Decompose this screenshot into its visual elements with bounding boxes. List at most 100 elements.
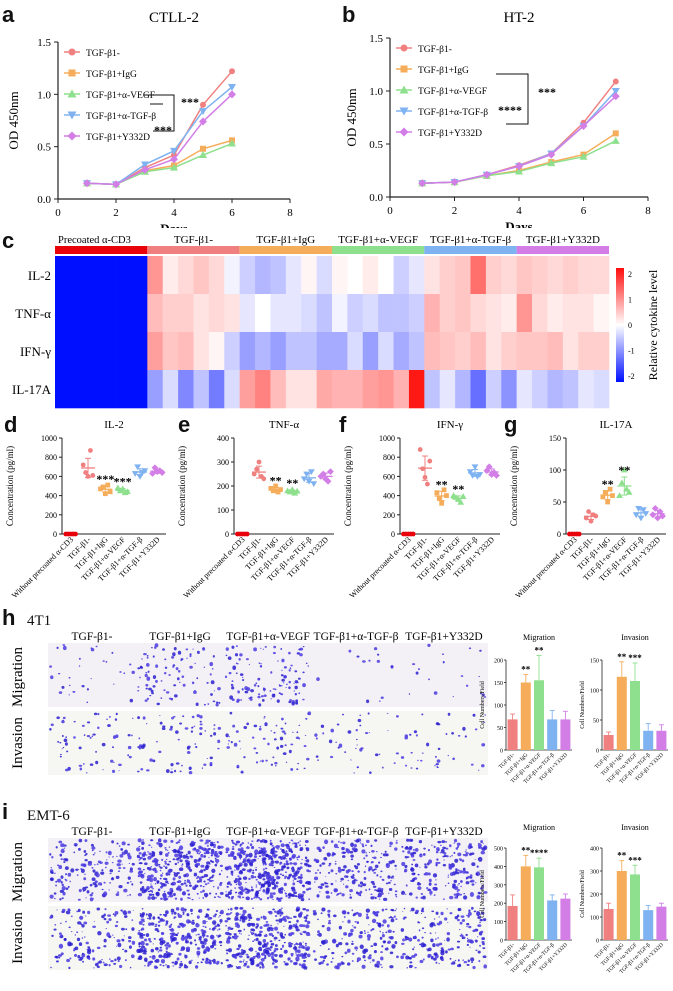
stained-cell: [144, 965, 146, 967]
stained-cell: [138, 845, 141, 848]
stained-cell: [387, 940, 391, 944]
stained-cell: [158, 954, 163, 958]
stained-cell: [197, 859, 201, 862]
stained-cell: [357, 892, 362, 896]
stained-cell: [68, 694, 71, 696]
stained-cell: [204, 926, 207, 928]
stained-cell: [273, 866, 276, 868]
stained-cell: [239, 673, 244, 676]
stained-cell: [127, 855, 132, 860]
heatmap-cell: [208, 370, 225, 409]
stained-cell: [447, 882, 450, 885]
stained-cell: [249, 698, 253, 701]
stained-cell: [204, 730, 207, 732]
stained-cell: [271, 952, 274, 954]
stained-cell: [359, 842, 362, 844]
stained-cell: [241, 678, 245, 682]
stained-cell: [230, 741, 233, 744]
stained-cell: [297, 677, 301, 680]
stained-cell: [370, 945, 374, 948]
stained-cell: [141, 912, 145, 916]
stained-cell: [428, 678, 431, 681]
stained-cell: [234, 843, 238, 846]
legend-entry: TGF-β1+Y332D: [418, 129, 482, 139]
stained-cell: [478, 856, 483, 862]
data-point: [579, 152, 588, 160]
data-point: [273, 483, 279, 489]
heatmap-cell: [455, 294, 471, 333]
stained-cell: [447, 754, 449, 757]
stained-cell: [355, 747, 357, 749]
stained-cell: [287, 892, 293, 897]
stained-cell: [94, 880, 98, 884]
stained-cell: [168, 925, 172, 929]
data-point: [425, 481, 430, 487]
significance-mark: **: [618, 463, 630, 477]
stained-cell: [208, 959, 212, 962]
stained-cell: [359, 931, 364, 935]
series-line: [422, 140, 617, 184]
stained-cell: [305, 946, 311, 950]
stained-cell: [327, 913, 331, 917]
stained-cell: [293, 891, 297, 895]
stained-cell: [184, 935, 189, 940]
stained-cell: [235, 953, 239, 956]
heatmap-cell: [578, 332, 594, 371]
stained-cell: [77, 921, 82, 925]
heatmap-cell: [332, 294, 348, 333]
stained-cell: [258, 889, 261, 892]
legend-entry: TGF-β1+IgG: [86, 70, 137, 80]
stained-cell: [365, 844, 367, 847]
data-point: [651, 505, 659, 512]
stained-cell: [183, 882, 187, 885]
stained-cell: [481, 937, 486, 941]
x-tick-label: Without precoated α-CD3: [182, 535, 247, 600]
bar: [629, 874, 641, 940]
group-bar: [332, 246, 425, 254]
stained-cell: [278, 890, 283, 894]
stained-cell: [227, 743, 230, 745]
stained-cell: [249, 863, 254, 867]
stained-cell: [78, 942, 83, 947]
bar: [629, 681, 641, 750]
stained-cell: [142, 924, 145, 926]
stained-cell: [256, 952, 260, 956]
stained-cell: [202, 885, 205, 888]
stained-cell: [116, 842, 119, 845]
stained-cell: [304, 734, 307, 737]
stained-cell: [205, 851, 210, 854]
stained-cell: [395, 752, 399, 755]
stained-cell: [477, 924, 482, 927]
stained-cell: [235, 645, 238, 648]
stained-cell: [146, 854, 148, 856]
stained-cell: [249, 922, 254, 926]
stained-cell: [366, 913, 369, 917]
stained-cell: [87, 946, 91, 949]
stained-cell: [150, 839, 153, 842]
stained-cell: [58, 956, 61, 959]
data-point: [308, 469, 315, 475]
stained-cell: [359, 881, 364, 885]
stained-cell: [479, 649, 482, 652]
heatmap-cell: [224, 256, 240, 295]
stained-cell: [394, 893, 398, 896]
stained-cell: [65, 910, 71, 915]
stained-cell: [178, 966, 182, 969]
stained-cell: [376, 874, 379, 877]
stained-cell: [347, 962, 351, 966]
stained-cell: [292, 882, 296, 886]
stained-cell: [404, 936, 410, 941]
stained-cell: [228, 736, 231, 738]
stained-cell: [70, 931, 73, 933]
stained-cell: [150, 689, 154, 693]
stained-cell: [433, 957, 437, 961]
stained-cell: [402, 952, 406, 956]
stained-cell: [380, 964, 382, 966]
stained-cell: [258, 662, 261, 665]
stained-cell: [300, 873, 303, 877]
stained-cell: [320, 912, 323, 915]
stained-cell: [279, 873, 282, 876]
stained-cell: [246, 722, 249, 726]
micrograph-tile: [400, 643, 488, 707]
